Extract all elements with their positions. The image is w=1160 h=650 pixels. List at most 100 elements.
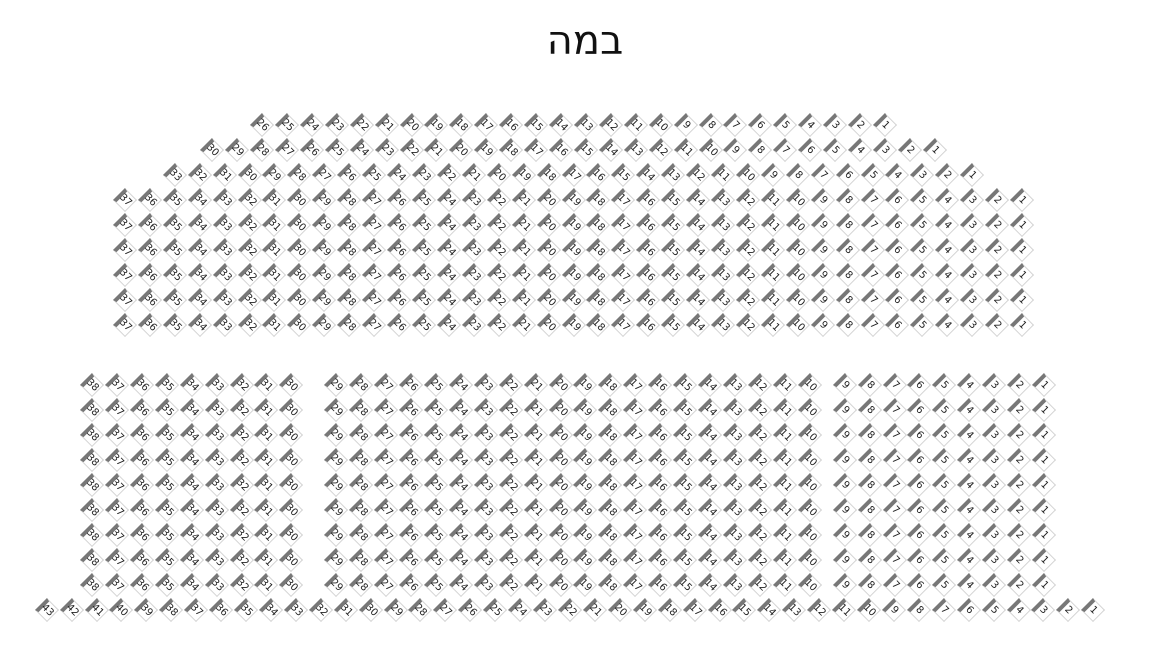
seat[interactable]: 9 [673,112,698,138]
seat[interactable]: 6 [956,597,981,623]
seat[interactable]: 25 [411,212,436,238]
seat[interactable]: 24 [448,497,473,523]
seat[interactable]: 29 [324,572,349,598]
seat[interactable]: 23 [461,312,486,338]
seat[interactable]: 7 [860,237,885,263]
seat[interactable]: 17 [623,547,648,573]
seat[interactable]: 12 [648,137,673,163]
seat[interactable]: 38 [79,422,105,448]
seat[interactable]: 12 [747,572,772,598]
seat[interactable]: 28 [337,262,362,288]
seat[interactable]: 31 [254,397,279,423]
seat[interactable]: 9 [832,547,857,573]
seat[interactable]: 22 [498,397,523,423]
seat[interactable]: 26 [399,497,424,523]
seat[interactable]: 27 [362,262,387,288]
seat[interactable]: 9 [832,447,857,473]
seat[interactable]: 8 [857,397,882,423]
seat[interactable]: 20 [548,472,573,498]
seat[interactable]: 16 [648,397,673,423]
seat[interactable]: 28 [337,312,362,338]
seat[interactable]: 10 [797,372,822,398]
seat[interactable]: 22 [498,472,523,498]
seat[interactable]: 4 [957,497,982,523]
seat[interactable]: 23 [533,597,558,623]
seat[interactable]: 33 [212,262,237,288]
seat[interactable]: 15 [673,372,698,398]
seat[interactable]: 7 [882,397,907,423]
seat[interactable]: 18 [598,572,623,598]
seat[interactable]: 16 [707,597,732,623]
seat[interactable]: 14 [698,397,723,423]
seat[interactable]: 6 [798,137,823,163]
seat[interactable]: 14 [698,372,723,398]
seat[interactable]: 20 [607,597,632,623]
seat[interactable]: 38 [79,522,105,548]
seat[interactable]: 20 [536,262,561,288]
seat[interactable]: 8 [835,312,860,338]
seat[interactable]: 1 [1032,497,1057,523]
seat[interactable]: 4 [935,187,960,213]
seat[interactable]: 39 [134,597,159,623]
seat[interactable]: 22 [486,312,511,338]
seat[interactable]: 38 [79,472,105,498]
seat[interactable]: 7 [860,287,885,313]
seat[interactable]: 36 [129,447,154,473]
seat[interactable]: 11 [673,137,698,163]
seat[interactable]: 27 [362,187,387,213]
seat[interactable]: 36 [137,287,162,313]
seat[interactable]: 9 [832,372,857,398]
seat[interactable]: 28 [287,162,312,188]
seat[interactable]: 25 [423,497,448,523]
seat[interactable]: 14 [698,422,723,448]
seat[interactable]: 1 [960,162,985,188]
seat[interactable]: 17 [611,187,636,213]
seat[interactable]: 37 [184,597,209,623]
seat[interactable]: 29 [312,187,337,213]
seat[interactable]: 4 [957,572,982,598]
seat[interactable]: 28 [408,597,433,623]
seat[interactable]: 26 [387,312,412,338]
seat[interactable]: 32 [229,447,254,473]
seat[interactable]: 10 [797,522,822,548]
seat[interactable]: 1 [1081,597,1106,623]
seat[interactable]: 18 [586,287,611,313]
seat[interactable]: 34 [179,422,204,448]
seat[interactable]: 23 [461,187,486,213]
seat[interactable]: 18 [586,262,611,288]
seat[interactable]: 21 [511,237,536,263]
seat[interactable]: 20 [548,397,573,423]
seat[interactable]: 34 [187,287,212,313]
seat[interactable]: 21 [523,472,548,498]
seat[interactable]: 30 [279,372,304,398]
seat[interactable]: 8 [857,547,882,573]
seat[interactable]: 30 [287,237,312,263]
seat[interactable]: 22 [436,162,461,188]
seat[interactable]: 18 [657,597,682,623]
seat[interactable]: 32 [308,597,333,623]
seat[interactable]: 24 [448,547,473,573]
seat[interactable]: 6 [907,472,932,498]
seat[interactable]: 40 [109,597,134,623]
seat[interactable]: 30 [279,497,304,523]
seat[interactable]: 8 [857,372,882,398]
seat[interactable]: 21 [523,372,548,398]
seat[interactable]: 29 [225,137,250,163]
seat[interactable]: 13 [573,112,598,138]
seat[interactable]: 5 [823,137,848,163]
seat[interactable]: 3 [982,472,1007,498]
seat[interactable]: 2 [1007,497,1032,523]
seat[interactable]: 31 [262,237,287,263]
seat[interactable]: 3 [982,447,1007,473]
seat[interactable]: 23 [473,422,498,448]
seat[interactable]: 6 [907,372,932,398]
seat[interactable]: 34 [187,262,212,288]
seat[interactable]: 24 [436,187,461,213]
seat[interactable]: 5 [932,497,957,523]
seat[interactable]: 31 [254,572,279,598]
seat[interactable]: 27 [374,397,399,423]
seat[interactable]: 14 [686,187,711,213]
seat[interactable]: 19 [573,447,598,473]
seat[interactable]: 38 [79,497,105,523]
seat[interactable]: 27 [374,472,399,498]
